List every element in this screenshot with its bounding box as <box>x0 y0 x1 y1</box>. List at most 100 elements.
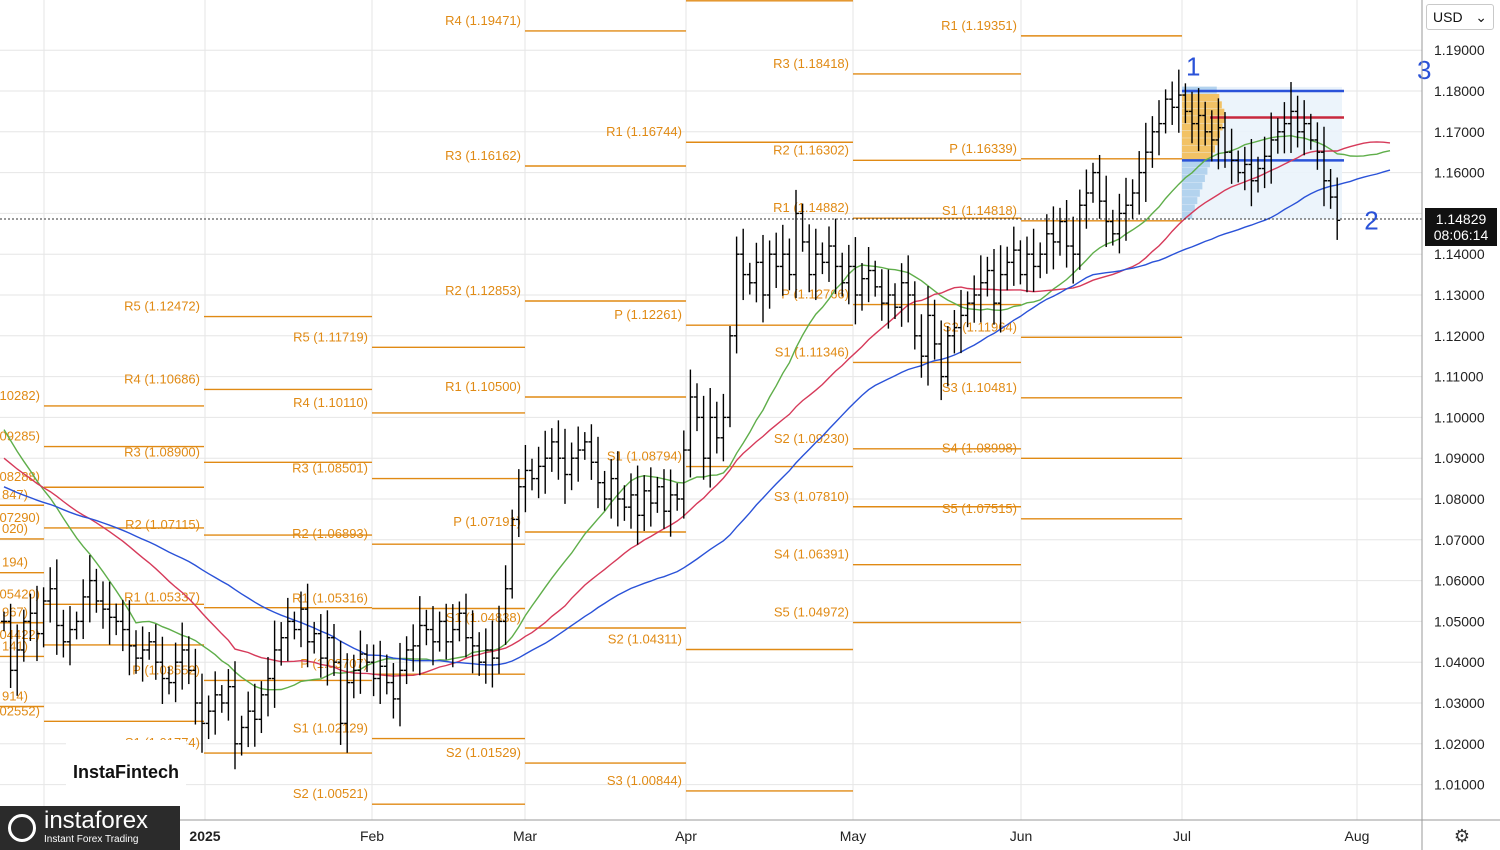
ohlc-bar <box>760 234 766 323</box>
ohlc-bar <box>1321 126 1327 207</box>
ohlc-bar <box>1123 177 1129 241</box>
ohlc-bar <box>958 289 964 354</box>
ohlc-bar <box>1274 118 1281 154</box>
pivot-label: R5 (1.12472) <box>124 299 200 314</box>
pivot-label: S1 (1.02129) <box>293 721 368 736</box>
currency-selector[interactable]: USD ⌄ <box>1426 4 1494 30</box>
ohlc-bar <box>113 603 120 636</box>
pivot-label: R3 (1.18418) <box>773 56 849 71</box>
ohlc-bar <box>232 661 238 770</box>
pivot-label: S2 (1.04311) <box>608 632 682 647</box>
ohlc-bar <box>1294 95 1301 148</box>
ohlc-bar <box>443 603 450 660</box>
volume-profile-bar <box>1182 93 1220 101</box>
ohlc-bar <box>1103 175 1110 248</box>
ohlc-bar <box>548 428 555 472</box>
volume-profile-bar <box>1182 138 1218 146</box>
volume-profile-bar <box>1182 211 1193 219</box>
ohlc-bar <box>1050 206 1057 270</box>
price-tick-label: 1.19000 <box>1434 42 1485 58</box>
wave-label: 3 <box>1417 55 1431 85</box>
ohlc-bar <box>331 624 337 676</box>
ohlc-bar <box>555 420 562 480</box>
pivot-label: S3 (1.00844) <box>607 773 682 788</box>
wave-label: 1 <box>1186 51 1200 81</box>
ohlc-bar <box>265 656 271 717</box>
ohlc-bar <box>812 228 819 301</box>
pivot-label: R1 (1.05420) <box>0 586 40 601</box>
ohlc-bar <box>73 611 80 640</box>
volume-profile-bar <box>1182 204 1195 212</box>
volume-profile-bar <box>1182 123 1223 131</box>
ohlc-bar <box>489 620 496 688</box>
ohlc-bar <box>1090 162 1096 203</box>
ohlc-bar <box>1255 156 1261 193</box>
ohlc-bar <box>1215 98 1222 170</box>
ohlc-bar <box>1043 214 1050 274</box>
ohlc-bar <box>205 695 212 740</box>
time-axis[interactable]: 2025 Feb Mar Apr May Jun Jul Aug <box>189 828 1369 844</box>
ohlc-bar <box>238 715 245 756</box>
ohlc-bar <box>436 611 443 652</box>
ohlc-bar <box>819 242 826 275</box>
ohlc-bar <box>687 369 694 478</box>
price-tick-label: 1.06000 <box>1434 573 1485 589</box>
date-tick-label: Mar <box>513 828 537 844</box>
price-tick-label: 1.03000 <box>1434 695 1485 711</box>
ohlc-bar <box>694 383 700 432</box>
ohlc-bar <box>1334 177 1341 240</box>
ohlc-bar <box>562 428 568 504</box>
wave-annotations: 1 2 3 <box>1186 51 1431 235</box>
currency-label: USD <box>1433 9 1463 25</box>
ohlc-bar <box>1037 242 1044 279</box>
pivot-label: R1 (1.19351) <box>941 18 1017 33</box>
ohlc-bar <box>192 648 199 725</box>
ohlc-bar <box>1129 179 1136 219</box>
ohlc-bar <box>654 476 661 513</box>
pivot-label: R4 (1.10686) <box>124 371 200 386</box>
price-tick-label: 1.17000 <box>1434 124 1485 140</box>
bar-countdown: 08:06:14 <box>1433 227 1489 243</box>
ohlc-bar <box>918 314 925 378</box>
pivot-label: R3 (1.08900) <box>124 444 200 459</box>
ohlc-bar <box>47 567 54 623</box>
pivot-label: R5 (1.10282) <box>0 388 40 403</box>
moving-average-line <box>3 169 1391 666</box>
ohlc-bar <box>793 189 799 299</box>
price-tick-label: 1.05000 <box>1434 613 1485 629</box>
ohlc-bar <box>951 310 958 354</box>
price-tick-label: 1.09000 <box>1434 450 1485 466</box>
ohlc-bar <box>1235 150 1242 183</box>
ohlc-bar <box>67 606 73 666</box>
pivot-label: R4 (1.19471) <box>445 13 521 28</box>
last-price-tag: 1.14829 08:06:14 <box>1425 208 1497 246</box>
pivot-label: S5 (1.07515) <box>942 501 1017 516</box>
pivot-label: P (1.07191) <box>453 514 521 529</box>
pivot-label: 847) <box>2 487 28 502</box>
ohlc-bar <box>1024 236 1030 293</box>
ohlc-bar <box>925 286 931 386</box>
settings-gear-icon[interactable]: ⚙ <box>1453 826 1471 846</box>
price-tick-label: 1.10000 <box>1434 409 1485 425</box>
ohlc-bar <box>159 636 166 704</box>
ohlc-bar <box>1208 110 1215 162</box>
ohlc-bar <box>1149 116 1156 168</box>
ohlc-bar <box>964 291 971 328</box>
ohlc-bar <box>502 565 509 645</box>
ohlc-bar <box>773 232 780 288</box>
ohlc-bar <box>476 632 483 676</box>
ohlc-bar <box>377 640 384 704</box>
ohlc-bar <box>529 458 535 491</box>
ohlc-bar <box>430 606 436 666</box>
pivot-label: R2 (1.07290) <box>0 510 40 525</box>
volume-profile <box>1182 86 1344 220</box>
instaforex-logo-icon <box>8 814 36 842</box>
ohlc-bar <box>119 599 126 652</box>
ohlc-bar <box>291 611 298 640</box>
pivot-label: 194) <box>2 555 28 570</box>
ohlc-bar <box>1307 113 1314 150</box>
volume-profile-bar <box>1182 189 1200 197</box>
volume-profile-bar <box>1182 160 1210 168</box>
ohlc-bar <box>766 240 773 309</box>
